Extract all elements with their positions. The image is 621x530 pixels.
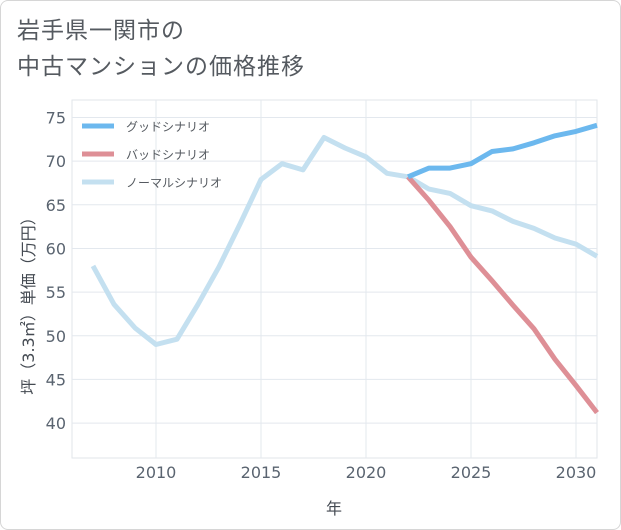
x-tick-label: 2030	[556, 463, 597, 482]
y-tick-label: 65	[46, 196, 66, 215]
y-tick-label: 45	[46, 370, 66, 389]
y-tick-label: 60	[46, 239, 66, 258]
grid-lines	[72, 100, 597, 458]
series-lines	[90, 122, 599, 415]
legend-label-2: ノーマルシナリオ	[126, 176, 222, 190]
y-tick-label: 75	[46, 108, 66, 127]
plot-area	[71, 99, 598, 459]
y-tick-label: 40	[46, 414, 66, 433]
y-tick-label: 55	[46, 283, 66, 302]
legend-label-1: バッドシナリオ	[126, 148, 210, 162]
x-tick-label: 2015	[241, 463, 282, 482]
y-axis-title: 坪（3.3㎡）単価（万円）	[19, 209, 38, 394]
legend-label-0: グッドシナリオ	[126, 120, 210, 134]
x-axis-title: 年	[326, 499, 342, 518]
x-tick-label: 2010	[136, 463, 177, 482]
chart-title-line-2: 中古マンションの価格推移	[17, 54, 305, 80]
x-tick-label: 2020	[346, 463, 387, 482]
chart-title-line-1: 岩手県一関市の	[17, 18, 185, 44]
chart-title: 岩手県一関市の 中古マンションの価格推移	[17, 13, 305, 85]
series-line-0	[407, 122, 598, 180]
series-line-2	[90, 135, 599, 347]
x-tick-label: 2025	[451, 463, 492, 482]
y-tick-label: 70	[46, 152, 66, 171]
x-axis-ticks: 2010 2015 2020 2025 2030	[136, 463, 597, 482]
y-tick-label: 50	[46, 327, 66, 346]
series-line-1	[406, 175, 599, 415]
y-axis-ticks: 40 45 50 55 60 65 70 75	[46, 108, 66, 433]
